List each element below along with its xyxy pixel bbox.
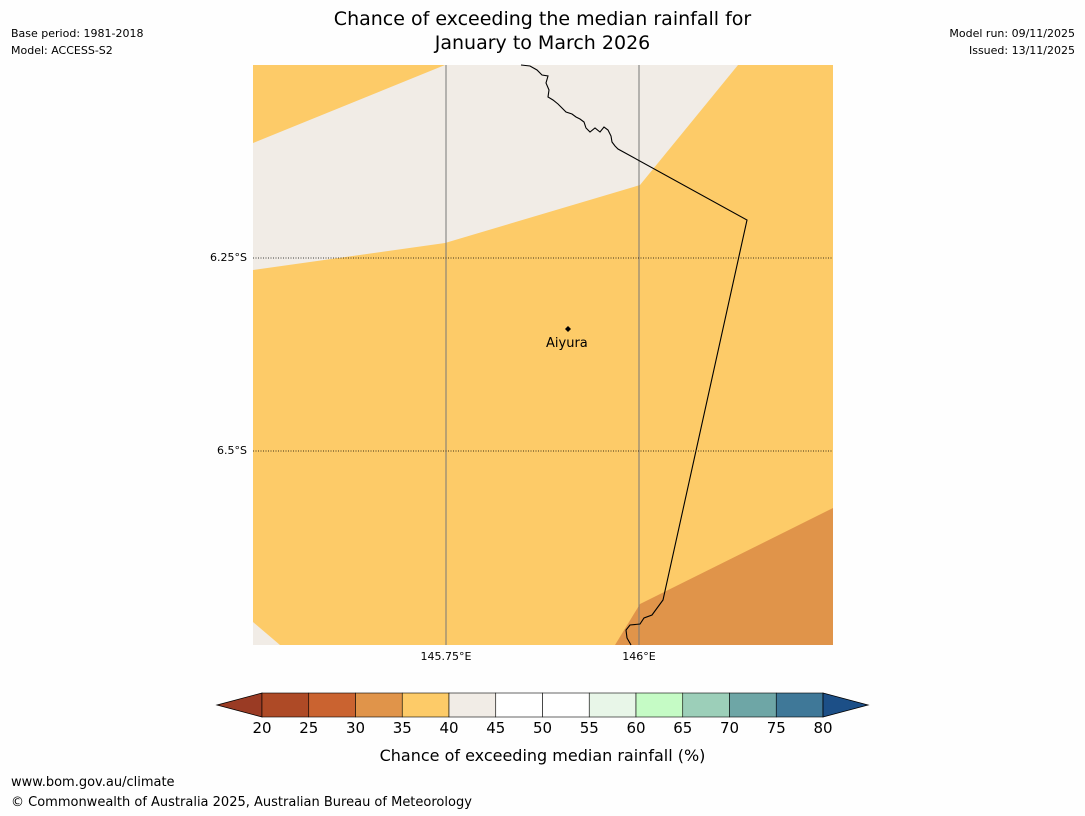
- colorbar-tick-label: 35: [392, 719, 412, 737]
- title-line-2: January to March 2026: [434, 32, 651, 54]
- colorbar-tick-label: 45: [486, 719, 506, 737]
- lon-label-146: 146°E: [622, 650, 656, 663]
- base-period-text: Base period: 1981-2018: [11, 27, 144, 40]
- region-40-45-north: [253, 65, 738, 270]
- colorbar-segment: [729, 692, 777, 718]
- colorbar-extend-high: [822, 692, 870, 718]
- colorbar-tick-label: 55: [579, 719, 599, 737]
- colorbar-extend-low: [215, 692, 263, 718]
- colorbar-tick-label: 80: [813, 719, 833, 737]
- region-40-45-southwest: [253, 622, 280, 645]
- header-meta-left: Base period: 1981-2018 Model: ACCESS-S2: [11, 25, 143, 59]
- colorbar-tick-label: 65: [673, 719, 693, 737]
- aiyura-label: Aiyura: [546, 336, 588, 351]
- colorbar-segment: [775, 692, 824, 718]
- footer-copyright: © Commonwealth of Australia 2025, Austra…: [11, 795, 472, 810]
- colorbar-tick-label: 70: [719, 719, 740, 737]
- colorbar-tick-label: 30: [345, 719, 366, 737]
- colorbar-tick-label: 50: [532, 719, 553, 737]
- colorbar-label: Chance of exceeding median rainfall (%): [379, 746, 706, 765]
- colorbar-tick-label: 75: [766, 719, 786, 737]
- colorbar-tick-label: 60: [626, 719, 646, 737]
- title-line-1: Chance of exceeding the median rainfall …: [333, 8, 752, 30]
- issued-text: Issued: 13/11/2025: [968, 44, 1075, 57]
- footer-url[interactable]: www.bom.gov.au/climate: [11, 775, 175, 790]
- map-title: Chance of exceeding the median rainfall …: [0, 7, 1085, 55]
- colorbar-segment: [308, 692, 356, 718]
- colorbar-segment: [448, 692, 497, 718]
- colorbar-segment: [261, 692, 310, 718]
- region-30-35-southeast: [615, 508, 833, 645]
- colorbar-segment: [401, 692, 450, 718]
- aiyura-marker: [565, 326, 571, 332]
- colorbar-segment: [355, 692, 403, 718]
- colorbar-segment: [542, 692, 590, 718]
- colorbar-segment: [635, 692, 684, 718]
- lon-label-145-75: 145.75°E: [420, 650, 472, 663]
- colorbar-segment: [495, 692, 543, 718]
- colorbar-tick-label: 40: [439, 719, 459, 737]
- colorbar-segment: [682, 692, 730, 718]
- colorbar-tick-label: 20: [252, 719, 272, 737]
- province-boundary: [520, 64, 748, 646]
- lat-label-6-25: 6.25°S: [210, 251, 247, 264]
- model-run-text: Model run: 09/11/2025: [949, 27, 1075, 40]
- lat-label-6-5: 6.5°S: [217, 444, 247, 457]
- model-text: Model: ACCESS-S2: [11, 44, 113, 57]
- colorbar-segment: [588, 692, 637, 718]
- colorbar-tick-label: 25: [299, 719, 319, 737]
- header-meta-right: Model run: 09/11/2025 Issued: 13/11/2025: [949, 25, 1075, 59]
